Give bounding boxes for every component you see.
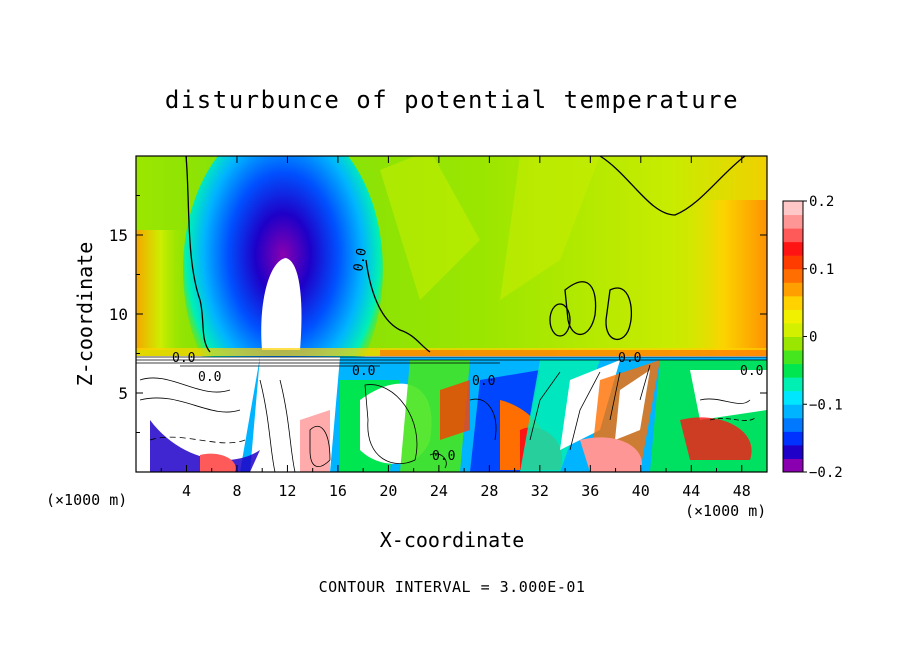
colorbar xyxy=(783,201,803,473)
y-tick-label: 10 xyxy=(109,305,128,324)
colorbar-segment xyxy=(783,309,803,324)
colorbar-tick-label: −0.2 xyxy=(809,465,843,481)
x-tick-label: 24 xyxy=(430,482,448,500)
colorbar-tick-label: 0.1 xyxy=(809,262,834,278)
colorbar-segment xyxy=(783,350,803,365)
colorbar-segment xyxy=(783,282,803,297)
contour-label: 0.0 xyxy=(618,351,641,366)
x-unit-label-right: (×1000 m) xyxy=(685,502,766,520)
y-tick-label: 5 xyxy=(118,384,128,403)
contour-label: 0.0 xyxy=(472,374,495,389)
x-tick-label: 28 xyxy=(480,482,498,500)
x-tick-label: 32 xyxy=(531,482,549,500)
x-tick-label: 48 xyxy=(733,482,751,500)
colorbar-labels: 0.2 0.1 0 −0.1 −0.2 xyxy=(803,194,843,481)
x-tick-label: 16 xyxy=(329,482,347,500)
colorbar-segment xyxy=(783,201,803,216)
colorbar-tick-label: 0.2 xyxy=(809,194,834,210)
x-tick-label: 44 xyxy=(682,482,700,500)
y-axis: 5 10 15 xyxy=(109,195,767,433)
colorbar-segment xyxy=(783,363,803,378)
x-tick-label: 4 xyxy=(182,482,191,500)
contour-label: 0.0 xyxy=(198,370,221,385)
colorbar-segment xyxy=(783,268,803,283)
colorbar-tick-label: 0 xyxy=(809,330,817,346)
colorbar-segment xyxy=(783,228,803,243)
colorbar-segment xyxy=(783,336,803,351)
contour-label: 0.0 xyxy=(352,364,375,379)
chart-title: disturbunce of potential temperature xyxy=(164,86,740,114)
x-axis: 4 8 12 16 20 24 28 32 36 40 44 48 xyxy=(160,156,751,500)
contour-label: 0.0 xyxy=(740,364,763,379)
colorbar-segment xyxy=(783,322,803,337)
colorbar-segment xyxy=(783,241,803,256)
colorbar-segment xyxy=(783,444,803,459)
x-tick-label: 8 xyxy=(232,482,241,500)
x-unit-label: (×1000 m) xyxy=(46,491,127,509)
colorbar-segment xyxy=(783,214,803,229)
heatmap-field xyxy=(136,156,767,472)
colorbar-segment xyxy=(783,255,803,270)
contour-label: 0.0 xyxy=(351,247,370,273)
colorbar-segment xyxy=(783,377,803,392)
x-tick-label: 20 xyxy=(379,482,397,500)
contour-label: 0.0 xyxy=(432,449,455,464)
y-axis-label: Z-coordinate xyxy=(73,242,97,387)
colorbar-segment xyxy=(783,431,803,446)
contour-interval-note: CONTOUR INTERVAL = 3.000E-01 xyxy=(318,578,586,596)
x-axis-label: X-coordinate xyxy=(380,528,525,552)
colorbar-tick-label: −0.1 xyxy=(809,397,843,413)
colorbar-segment xyxy=(783,390,803,405)
x-tick-label: 36 xyxy=(581,482,599,500)
colorbar-segment xyxy=(783,404,803,419)
x-tick-label: 12 xyxy=(278,482,296,500)
colorbar-segment xyxy=(783,458,803,473)
colorbar-segment xyxy=(783,295,803,310)
y-tick-label: 15 xyxy=(109,226,128,245)
colorbar-segment xyxy=(783,417,803,432)
x-tick-label: 40 xyxy=(632,482,650,500)
contour-label: 0.0 xyxy=(172,351,195,366)
